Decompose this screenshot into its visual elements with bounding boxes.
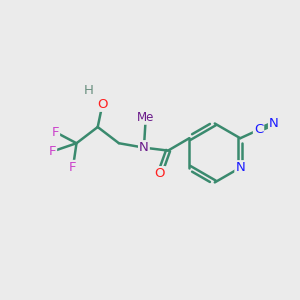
Text: N: N bbox=[269, 117, 279, 130]
Text: C: C bbox=[254, 124, 263, 136]
Text: O: O bbox=[97, 98, 107, 111]
Text: N: N bbox=[236, 161, 245, 174]
Text: H: H bbox=[84, 84, 94, 97]
Text: F: F bbox=[69, 161, 77, 174]
Text: F: F bbox=[52, 125, 59, 139]
Text: O: O bbox=[154, 167, 165, 180]
Text: N: N bbox=[139, 141, 149, 154]
Text: Me: Me bbox=[137, 111, 154, 124]
Text: F: F bbox=[49, 145, 56, 158]
